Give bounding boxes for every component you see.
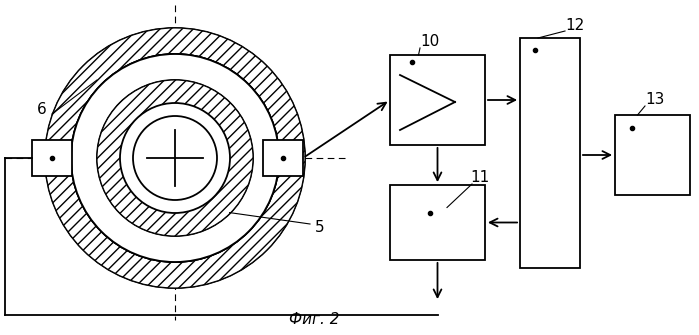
Bar	[615, 115, 690, 195]
Bar	[390, 185, 485, 260]
Text: 12: 12	[565, 17, 584, 32]
Text: 11: 11	[470, 171, 489, 186]
Circle shape	[71, 54, 279, 262]
Circle shape	[45, 28, 305, 288]
Text: 10: 10	[420, 35, 440, 50]
Text: 5: 5	[315, 220, 325, 236]
Circle shape	[71, 54, 279, 262]
Circle shape	[97, 80, 253, 236]
Bar	[390, 55, 485, 145]
Circle shape	[120, 103, 230, 213]
Text: Фиг. 2: Фиг. 2	[289, 312, 340, 327]
Circle shape	[97, 80, 253, 236]
Circle shape	[133, 116, 217, 200]
Circle shape	[120, 103, 230, 213]
Text: 6: 6	[37, 103, 47, 118]
Bar	[32, 140, 72, 176]
Bar	[520, 38, 580, 268]
Circle shape	[45, 28, 305, 288]
Circle shape	[97, 80, 253, 236]
Bar	[263, 140, 303, 176]
Text: 13: 13	[645, 92, 665, 108]
Circle shape	[97, 80, 253, 236]
Circle shape	[71, 54, 279, 262]
